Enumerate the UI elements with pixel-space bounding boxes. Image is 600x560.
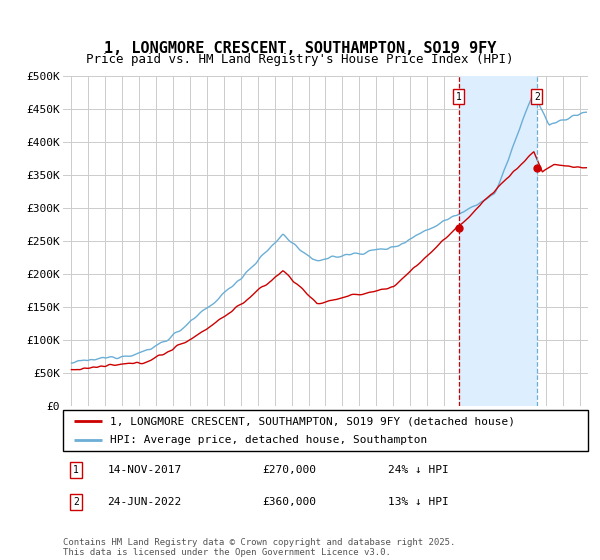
Text: 24-JUN-2022: 24-JUN-2022 — [107, 497, 182, 507]
Text: 14-NOV-2017: 14-NOV-2017 — [107, 465, 182, 475]
Text: 2: 2 — [73, 497, 79, 507]
Text: 1, LONGMORE CRESCENT, SOUTHAMPTON, SO19 9FY (detached house): 1, LONGMORE CRESCENT, SOUTHAMPTON, SO19 … — [110, 417, 515, 426]
Text: 1: 1 — [456, 92, 462, 102]
Text: Price paid vs. HM Land Registry's House Price Index (HPI): Price paid vs. HM Land Registry's House … — [86, 53, 514, 66]
FancyBboxPatch shape — [63, 410, 588, 451]
Text: 13% ↓ HPI: 13% ↓ HPI — [389, 497, 449, 507]
Text: HPI: Average price, detached house, Southampton: HPI: Average price, detached house, Sout… — [110, 435, 427, 445]
Text: 1: 1 — [73, 465, 79, 475]
Bar — [459, 76, 537, 406]
Text: £270,000: £270,000 — [263, 465, 317, 475]
Text: Contains HM Land Registry data © Crown copyright and database right 2025.
This d: Contains HM Land Registry data © Crown c… — [63, 538, 455, 557]
Text: 2: 2 — [534, 92, 540, 102]
Text: 24% ↓ HPI: 24% ↓ HPI — [389, 465, 449, 475]
Text: £360,000: £360,000 — [263, 497, 317, 507]
Text: 1, LONGMORE CRESCENT, SOUTHAMPTON, SO19 9FY: 1, LONGMORE CRESCENT, SOUTHAMPTON, SO19 … — [104, 41, 496, 56]
